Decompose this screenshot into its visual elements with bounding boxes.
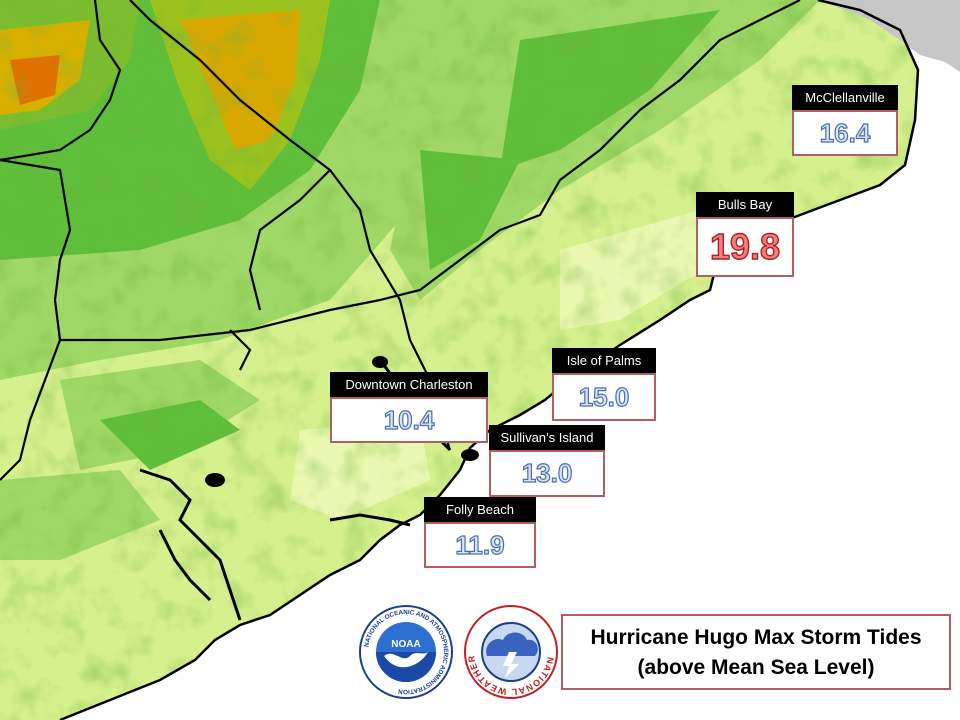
station-value: 11.9 <box>424 522 536 568</box>
noaa-logo-icon: NATIONAL OCEANIC AND ATMOSPHERIC ADMINIS… <box>359 605 453 699</box>
station-value: 19.8 <box>696 217 794 277</box>
station-name: Sullivan’s Island <box>489 425 605 450</box>
station-value: 10.4 <box>330 397 488 443</box>
station-sullivans-island[interactable]: Sullivan’s Island 13.0 <box>489 425 605 497</box>
station-name: Folly Beach <box>424 497 536 522</box>
map-title-box: Hurricane Hugo Max Storm Tides (above Me… <box>561 614 951 690</box>
water-bodies <box>205 356 479 487</box>
station-name: McClellanville <box>792 85 898 110</box>
adjacent-region <box>818 0 960 72</box>
station-value: 16.4 <box>792 110 898 156</box>
station-value: 13.0 <box>489 450 605 497</box>
coastline <box>59 0 920 720</box>
station-name: Downtown Charleston <box>330 372 488 397</box>
station-folly-beach[interactable]: Folly Beach 11.9 <box>424 497 536 568</box>
station-name: Bulls Bay <box>696 192 794 217</box>
nws-logo-icon: NATIONAL WEATHER SERVICE <box>463 604 558 699</box>
map-subtitle: (above Mean Sea Level) <box>637 656 875 679</box>
station-isle-of-palms[interactable]: Isle of Palms 15.0 <box>552 348 656 421</box>
map-title: Hurricane Hugo Max Storm Tides <box>590 626 922 649</box>
station-downtown-charleston[interactable]: Downtown Charleston 10.4 <box>330 372 488 443</box>
station-mcclellanville[interactable]: McClellanville 16.4 <box>792 85 898 156</box>
noaa-center-text: NOAA <box>391 639 420 650</box>
station-value: 15.0 <box>552 373 656 421</box>
station-bulls-bay[interactable]: Bulls Bay 19.8 <box>696 192 794 277</box>
station-name: Isle of Palms <box>552 348 656 373</box>
